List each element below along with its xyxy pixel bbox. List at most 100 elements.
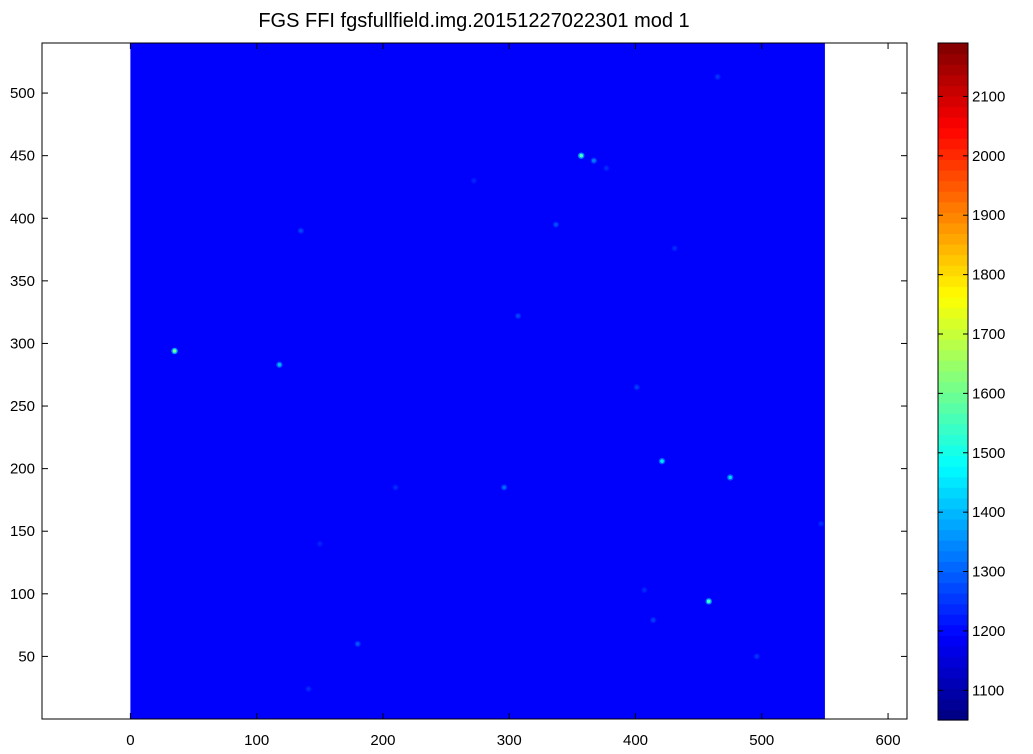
colorbar-tick-label: 1200 [972,623,1005,640]
y-axis: 50 100 150 200 250 300 350 400 450 500 [10,85,907,665]
y-tick-label: 100 [10,586,35,603]
colorbar-band [938,95,968,108]
star-mark [299,228,303,233]
star-mark [554,222,558,227]
colorbar-band [938,603,968,615]
colorbar-band [938,529,968,541]
chart-title: FGS FFI fgsfullfield.img.20151227022301 … [258,10,689,32]
colorbar-band [938,275,968,287]
star-mark [715,75,720,79]
colorbar-band [938,667,968,679]
colorbar-band [938,455,968,467]
colorbar-band [938,413,968,425]
colorbar-tick-label: 1800 [972,267,1005,284]
colorbar-band [938,688,968,700]
colorbar-band [938,402,968,414]
star-mark [592,158,596,163]
colorbar-band [938,677,968,689]
colorbar-band [938,614,968,626]
star-mark [355,642,360,646]
plot-frame [41,42,908,720]
x-tick-label: 0 [126,732,134,749]
x-tick-label: 300 [497,732,522,749]
colorbar-band [938,148,968,160]
colorbar-band [938,222,968,235]
colorbar-band [938,645,968,658]
star-mark [516,314,520,318]
x-tick-label: 100 [244,732,269,749]
y-tick-label: 150 [10,523,35,540]
colorbar-band [938,434,968,446]
star-mark [306,687,311,691]
colorbar-band [938,138,968,150]
colorbar-band [938,243,968,256]
star-mark [660,459,664,463]
colorbar-band [938,423,968,435]
colorbar-band [938,328,968,340]
colorbar-band [938,540,968,552]
star-mark [472,178,476,183]
colorbar-band [938,201,968,213]
colorbar-band [938,212,968,224]
colorbar-band [938,169,968,182]
colorbar-band [938,318,968,330]
colorbar-band [938,85,968,97]
colorbar-tick-label: 1400 [972,504,1005,521]
colorbar: 1100 1200 1300 1400 1500 1600 1700 1800 1900 2000… [937,42,1005,721]
star-mark [579,153,584,158]
colorbar-band [938,370,968,383]
colorbar-band [938,519,968,531]
colorbar-tick-label: 1900 [972,207,1005,224]
star-mark [172,349,177,353]
colorbar-band [938,508,968,520]
plot-area: 0 100 200 300 400 500 600 50 100 150 200 250 300 350… [10,42,908,749]
colorbar-band [938,571,968,584]
colorbar-gradient [938,43,968,721]
colorbar-band [938,582,968,594]
colorbar-band [938,127,968,139]
colorbar-band [938,635,968,647]
colorbar-axis: 1100 1200 1300 1400 1500 1600 1700 1800 1900 2000… [938,88,1005,699]
colorbar-band [938,159,968,171]
colorbar-band [938,487,968,499]
colorbar-band [938,497,968,510]
colorbar-band [938,265,968,277]
y-tick-label: 200 [10,461,35,478]
y-tick-label: 400 [10,210,35,227]
colorbar-tick-label: 1600 [972,385,1005,402]
colorbar-band [938,381,968,393]
colorbar-band [938,656,968,668]
star-mark [318,541,322,546]
colorbar-band [938,64,968,76]
star-mark [728,475,733,480]
colorbar-band [938,43,968,55]
x-tick-label: 400 [623,732,648,749]
colorbar-band [938,444,968,457]
colorbar-band [938,117,968,129]
star-mark [672,246,677,251]
star-mark [604,166,609,170]
star-mark [819,521,823,526]
y-tick-label: 500 [10,85,35,102]
star-mark [642,588,647,592]
colorbar-frame [937,42,969,721]
colorbar-band [938,550,968,562]
colorbar-tick-label: 1300 [972,564,1005,581]
colorbar-band [938,53,968,65]
colorbar-band [938,349,968,361]
colorbar-band [938,254,968,266]
colorbar-tick-label: 1500 [972,445,1005,462]
star-mark [754,654,759,659]
colorbar-tick-label: 2100 [972,88,1005,105]
colorbar-band [938,286,968,298]
heatmap-image [130,43,825,719]
x-tick-label: 600 [876,732,901,749]
star-mark [277,362,282,367]
colorbar-band [938,476,968,488]
colorbar-band [938,180,968,192]
colorbar-tick-label: 1700 [972,326,1005,343]
colorbar-band [938,360,968,372]
colorbar-tick-label: 1100 [972,682,1004,699]
star-mark [393,485,398,490]
